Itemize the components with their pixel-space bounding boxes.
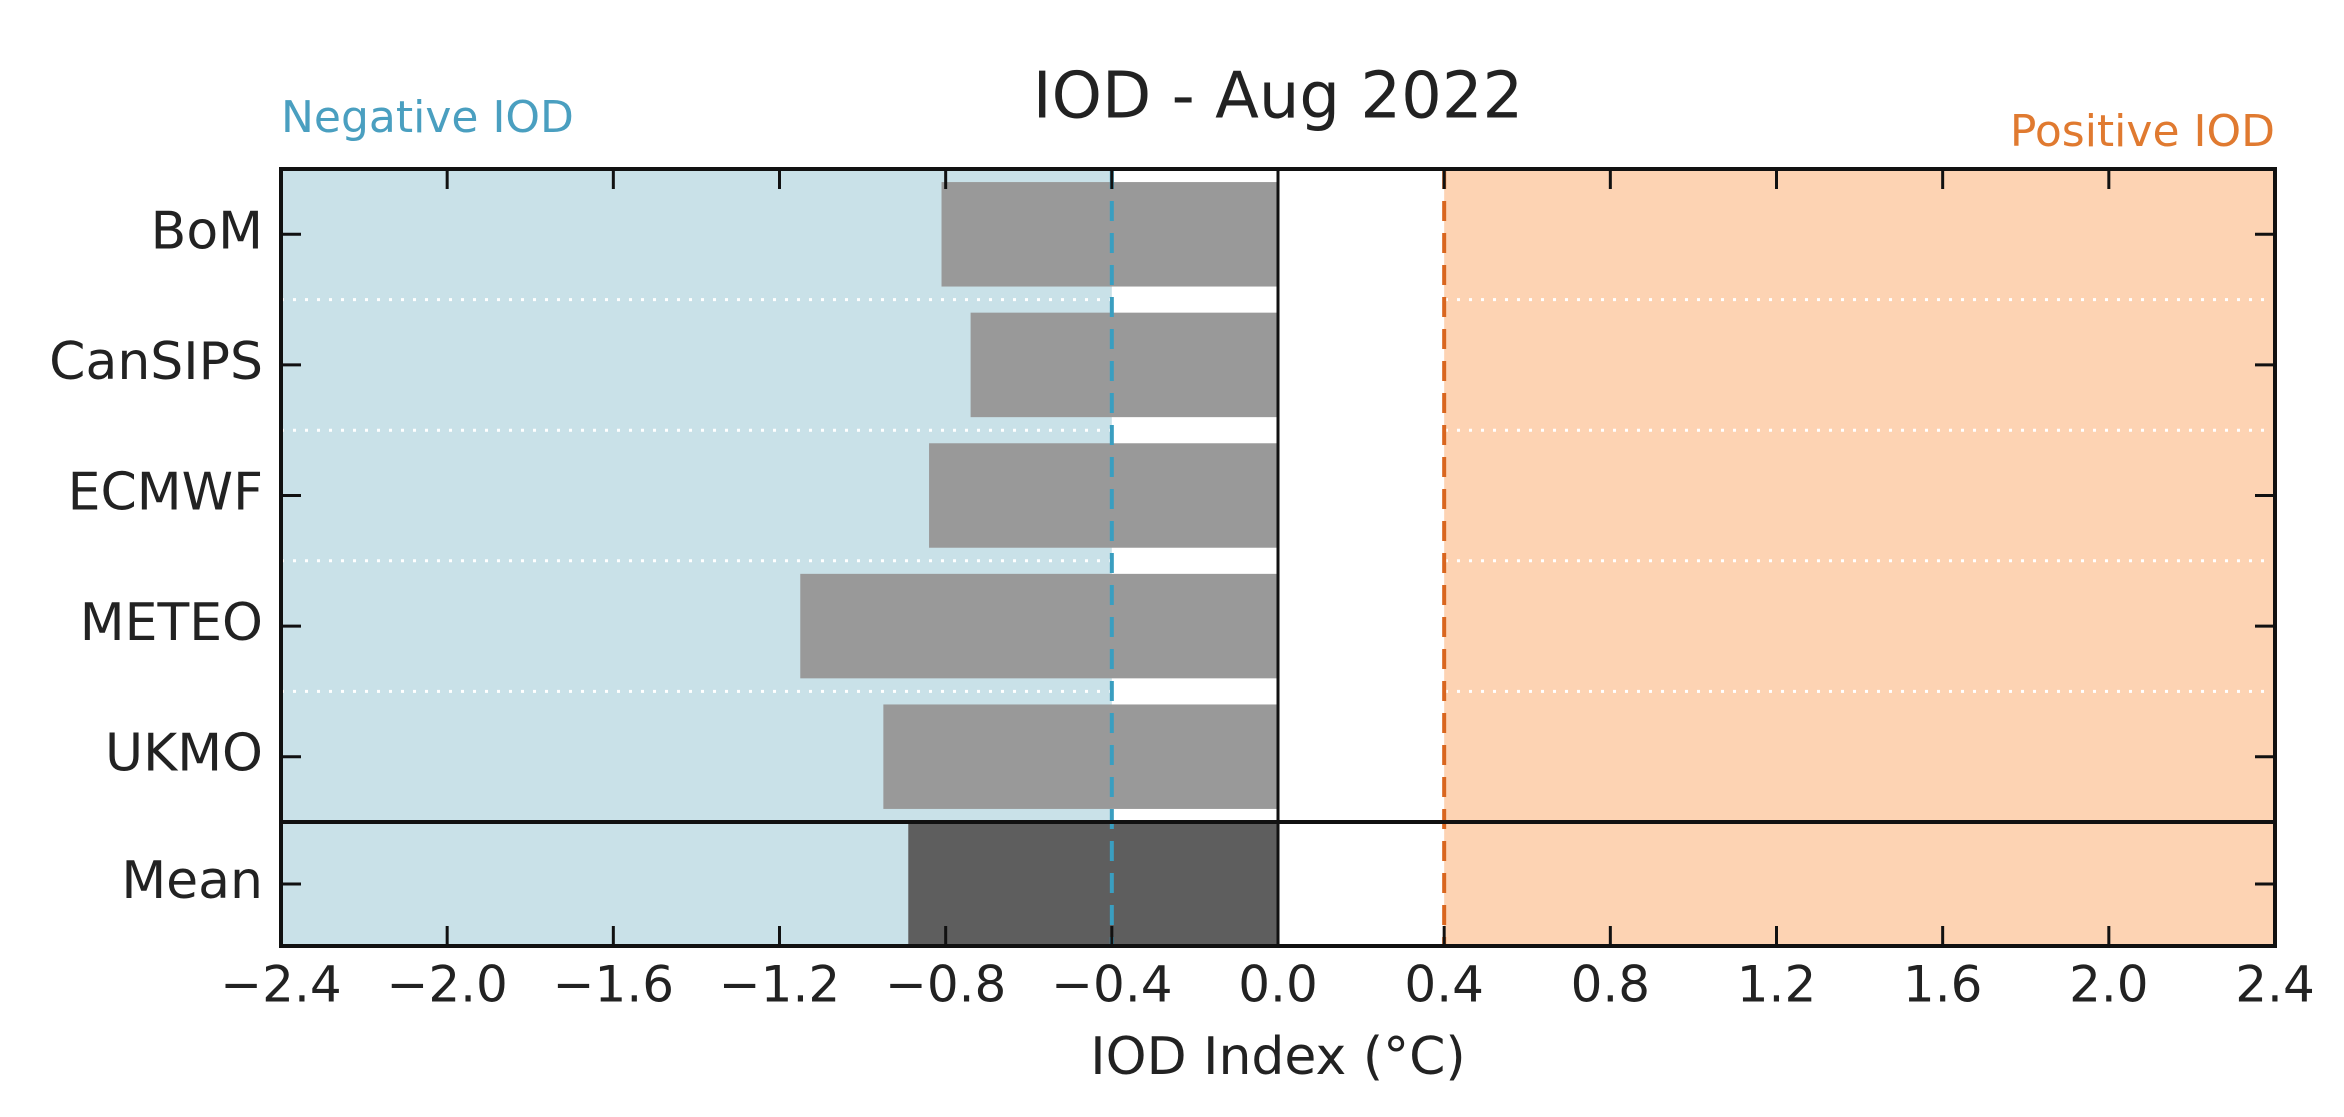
y-tick-label: UKMO [105, 724, 263, 784]
y-tick-label: CanSIPS [49, 332, 263, 392]
x-tick-label: 0.0 [1238, 956, 1318, 1014]
bar [929, 443, 1278, 548]
bar [883, 704, 1278, 809]
x-tick-label: −1.6 [553, 956, 674, 1014]
x-tick-label: 0.4 [1404, 956, 1484, 1014]
region-label: Positive IOD [2010, 106, 2275, 157]
x-tick-label: −1.2 [719, 956, 840, 1014]
bar [800, 573, 1278, 679]
y-tick-label: Mean [121, 851, 263, 911]
x-axis-label: IOD Index (°C) [1090, 1027, 1465, 1087]
x-tick-label: −0.8 [885, 956, 1006, 1014]
chart-title: IOD - Aug 2022 [1033, 60, 1524, 134]
region [1444, 169, 2275, 946]
y-tick-label: ECMWF [68, 463, 263, 523]
x-tick-label: 2.4 [2235, 956, 2315, 1014]
region [281, 169, 1112, 946]
x-tick-label: −2.4 [220, 956, 341, 1014]
x-tick-label: −2.0 [386, 956, 507, 1014]
x-tick-label: 1.2 [1737, 956, 1817, 1014]
x-tick-label: −0.4 [1051, 956, 1172, 1014]
x-tick-label: 2.0 [2069, 956, 2149, 1014]
x-tick-label: 1.6 [1903, 956, 1983, 1014]
x-tick-label: 0.8 [1571, 956, 1651, 1014]
bar [908, 824, 1278, 944]
bar [970, 312, 1278, 418]
region-label: Negative IOD [281, 92, 574, 143]
y-tick-label: METEO [80, 593, 263, 653]
bar [941, 182, 1278, 287]
y-tick-label: BoM [151, 201, 263, 261]
